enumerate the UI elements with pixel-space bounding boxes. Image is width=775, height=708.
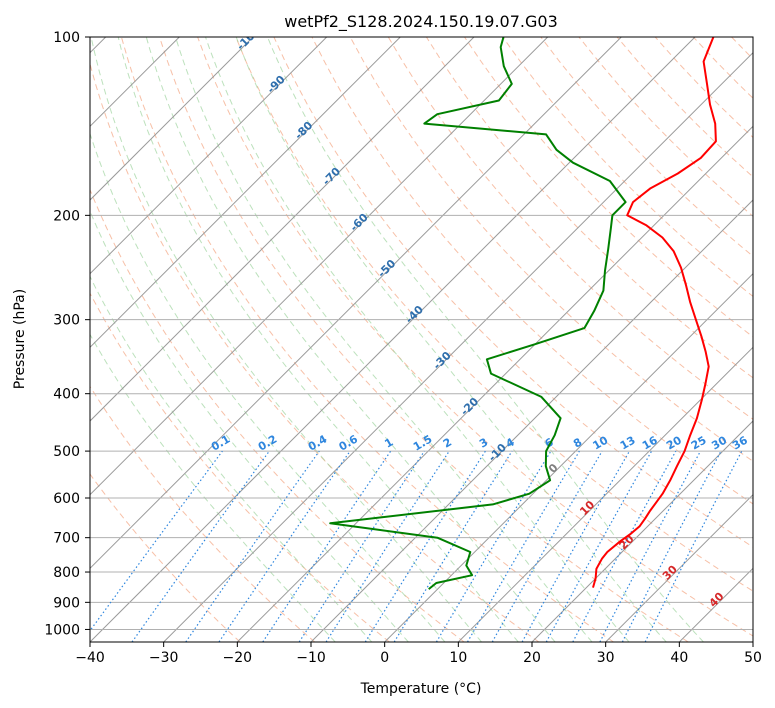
- x-tick-label: −20: [223, 650, 253, 666]
- y-tick-label: 600: [53, 491, 80, 507]
- y-tick-label: 500: [53, 444, 80, 460]
- y-tick-label: 900: [53, 595, 80, 611]
- dry-adiabat-line: [425, 37, 753, 379]
- isotherm-line: [457, 346, 753, 642]
- x-tick-label: 30: [597, 650, 615, 666]
- moist-adiabat-line: [267, 37, 704, 642]
- dry-adiabat-line: [349, 37, 753, 462]
- y-axis: 100 200 300 400 500 600 700 800 900 1000: [44, 30, 90, 638]
- isotherm-line: [90, 37, 622, 570]
- moist-adiabat-line: [90, 37, 482, 642]
- temperature-line: [592, 37, 717, 588]
- dry-adiabat-line: [90, 62, 540, 642]
- moist-adiabat-line: [205, 37, 630, 642]
- y-tick-label: 200: [53, 208, 80, 224]
- isohume-line: [218, 450, 351, 642]
- y-tick-label: 100: [53, 30, 80, 46]
- isotherm-line: [90, 37, 401, 349]
- x-tick-label: 40: [670, 650, 688, 666]
- chart-title: wetPf2_S128.2024.150.19.07.G03: [284, 12, 558, 32]
- isohume-line: [644, 450, 743, 642]
- isohume-line: [185, 450, 320, 642]
- isohume-line: [521, 450, 631, 642]
- isotherm-line: [310, 199, 753, 642]
- isotherm-line: [90, 37, 696, 642]
- isohume-line: [298, 450, 425, 642]
- x-axis-title: Temperature (°C): [360, 681, 482, 697]
- isotherm-line: [90, 37, 254, 201]
- dry-adiabat-line: [120, 37, 614, 642]
- x-tick-label: 10: [449, 650, 467, 666]
- dry-adiabat-line: [387, 37, 753, 420]
- moist-adiabat-line: [145, 37, 556, 642]
- y-axis-title: Pressure (hPa): [12, 289, 28, 389]
- dry-adiabat-line: [502, 37, 753, 298]
- isotherm-line: [90, 37, 549, 496]
- y-tick-label: 400: [53, 387, 80, 403]
- plot-area-background: [90, 37, 753, 642]
- dry-adiabat-line: [235, 37, 753, 592]
- y-tick-label: 1000: [44, 622, 80, 638]
- isohume-line: [325, 450, 450, 642]
- isohume-line: [90, 450, 223, 632]
- y-tick-label: 800: [53, 565, 80, 581]
- dry-adiabat-line: [159, 37, 689, 642]
- isotherm-line: [90, 37, 328, 275]
- dry-adiabat-line: [90, 292, 390, 642]
- isohume-line: [131, 450, 270, 642]
- x-tick-label: −40: [75, 650, 105, 666]
- y-tick-label: 700: [53, 531, 80, 547]
- dry-adiabat-line: [311, 37, 753, 505]
- isohume-line: [545, 450, 653, 642]
- x-axis: −40 −30 −20 −10 0 10 20 30 40 50: [75, 642, 762, 666]
- isohume-line: [262, 450, 392, 642]
- x-tick-label: 20: [523, 650, 541, 666]
- plot-frame: [89, 36, 754, 643]
- data-series: [329, 37, 717, 590]
- dry-adiabat-line: [770, 37, 775, 642]
- y-tick-label: 300: [53, 313, 80, 329]
- moist-adiabat-line: [90, 209, 409, 642]
- moist-adiabat-line: [117, 37, 519, 642]
- dewpoint-line: [329, 37, 627, 590]
- isotherm-line: [163, 51, 753, 642]
- x-tick-label: −30: [149, 650, 179, 666]
- isotherm-line: [531, 420, 753, 642]
- isotherm-line: [236, 125, 753, 642]
- moist-adiabat-line: [175, 37, 593, 642]
- isotherm-line: [605, 493, 753, 642]
- dry-adiabat-line: [90, 188, 465, 642]
- isohume-line: [393, 450, 513, 642]
- isotherm-line: [752, 641, 753, 642]
- dry-adiabat-line: [90, 473, 241, 642]
- dry-adiabat-line: [90, 385, 316, 642]
- isotherm-line: [90, 37, 475, 422]
- x-tick-label: 50: [744, 650, 762, 666]
- x-tick-label: 0: [380, 650, 389, 666]
- isotherm-line: [384, 272, 753, 642]
- x-tick-label: −10: [296, 650, 326, 666]
- isohume-line: [572, 450, 677, 642]
